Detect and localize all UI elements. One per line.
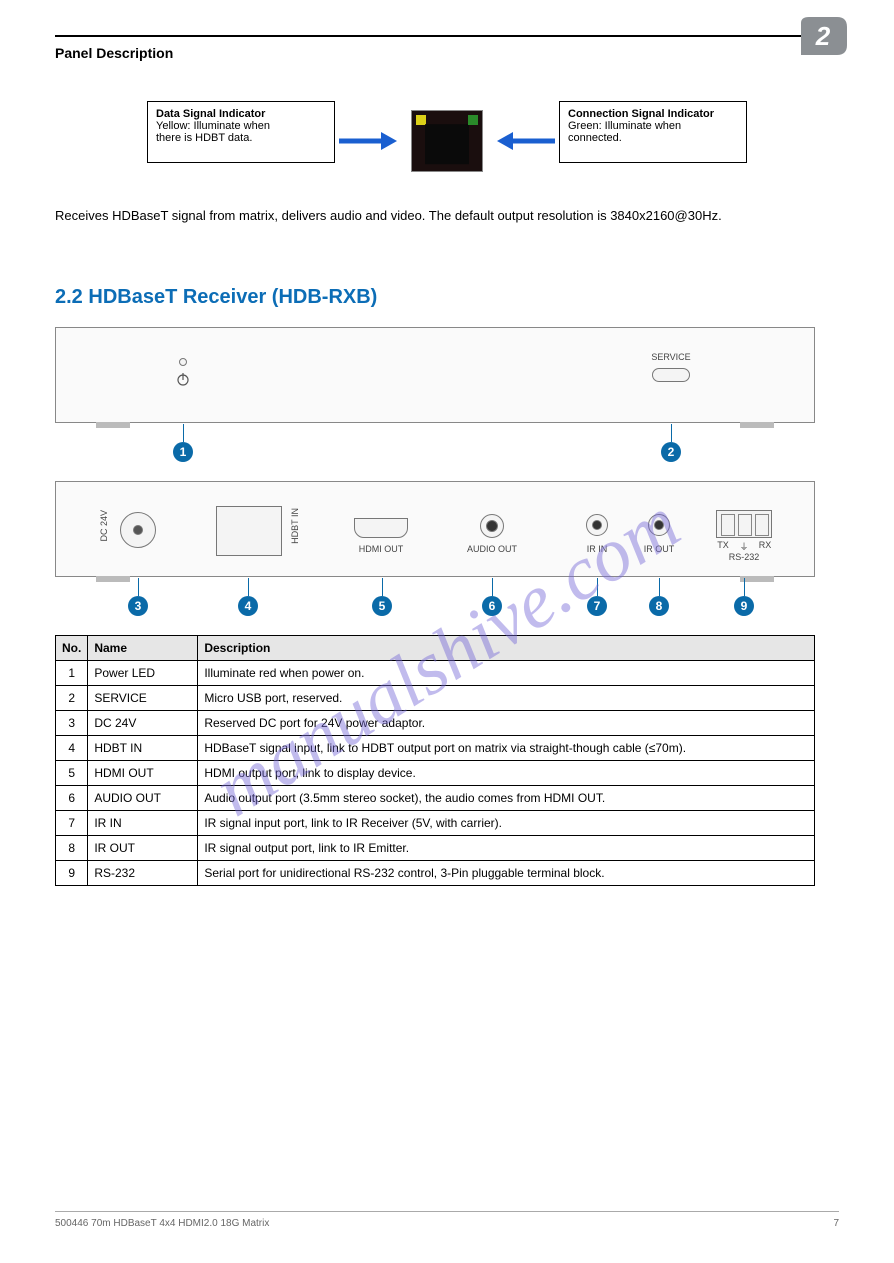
section-heading: 2.2 HDBaseT Receiver (HDB-RXB) xyxy=(55,286,839,309)
description-table: No. Name Description 1Power LEDIlluminat… xyxy=(55,635,815,886)
callout-6: 6 xyxy=(482,578,502,616)
rj45-port-image xyxy=(411,110,483,172)
table-row: 2SERVICEMicro USB port, reserved. xyxy=(56,685,815,710)
callout-1: 1 xyxy=(173,424,193,462)
table-row: 5HDMI OUTHDMI output port, link to displ… xyxy=(56,760,815,785)
rj45-socket xyxy=(425,124,469,164)
receiver-diagram: SERVICE 1 2 DC 24V HDBT IN HDMI OUT AUDI… xyxy=(55,327,815,577)
callout-5: 5 xyxy=(372,578,392,616)
right-led-box: Connection Signal Indicator Green: Illum… xyxy=(559,101,747,163)
chapter-badge: 2 xyxy=(797,15,849,57)
table-row: 8IR OUTIR signal output port, link to IR… xyxy=(56,835,815,860)
service-label: SERVICE xyxy=(636,352,706,362)
callout-2: 2 xyxy=(661,424,681,462)
arrow-right-icon xyxy=(497,128,557,154)
th-desc: Description xyxy=(198,635,815,660)
left-led-line1: Yellow: Illuminate when xyxy=(156,120,326,132)
th-no: No. xyxy=(56,635,88,660)
table-head-row: No. Name Description xyxy=(56,635,815,660)
right-led-line1: Green: Illuminate when xyxy=(568,120,738,132)
rear-panel: DC 24V HDBT IN HDMI OUT AUDIO OUT IR IN … xyxy=(55,481,815,577)
table-row: 7IR INIR signal input port, link to IR R… xyxy=(56,810,815,835)
left-led-box: Data Signal Indicator Yellow: Illuminate… xyxy=(147,101,335,163)
hdbt-paragraph: Receives HDBaseT signal from matrix, del… xyxy=(55,206,839,226)
callout-7: 7 xyxy=(587,578,607,616)
page-number: 7 xyxy=(833,1218,839,1229)
hdbt-port-shape xyxy=(216,506,282,556)
audio-label: AUDIO OUT xyxy=(459,544,525,554)
left-led-line2: there is HDBT data. xyxy=(156,132,326,144)
section-number: 2.2 xyxy=(55,286,83,308)
hdbt-label: HDBT IN xyxy=(290,508,300,544)
table-row: 9RS-232Serial port for unidirectional RS… xyxy=(56,860,815,885)
table-row: 4HDBT INHDBaseT signal input, link to HD… xyxy=(56,735,815,760)
callout-4: 4 xyxy=(238,578,258,616)
irin-label: IR IN xyxy=(575,544,619,554)
power-icon xyxy=(176,372,190,386)
callout-9: 9 xyxy=(734,578,754,616)
chapter-number: 2 xyxy=(815,21,831,51)
header-rule: 2 xyxy=(55,35,839,37)
power-led-shape xyxy=(179,358,187,366)
rs232-tx: TX xyxy=(714,540,732,550)
table-row: 6AUDIO OUTAudio output port (3.5mm stere… xyxy=(56,785,815,810)
table-body: 1Power LEDIlluminate red when power on. … xyxy=(56,660,815,885)
dc-label: DC 24V xyxy=(99,510,109,542)
right-led-line2: connected. xyxy=(568,132,738,144)
callout-8: 8 xyxy=(649,578,669,616)
left-led-title: Data Signal Indicator xyxy=(156,108,326,120)
right-led-title: Connection Signal Indicator xyxy=(568,108,738,120)
callout-3: 3 xyxy=(128,578,148,616)
table-row: 3DC 24VReserved DC port for 24V power ad… xyxy=(56,710,815,735)
page-footer: 500446 70m HDBaseT 4x4 HDMI2.0 18G Matri… xyxy=(55,1211,839,1229)
running-title: Panel Description xyxy=(55,45,839,61)
rs232-rx: RX xyxy=(756,540,774,550)
footer-left: 500446 70m HDBaseT 4x4 HDMI2.0 18G Matri… xyxy=(55,1218,269,1229)
irout-label: IR OUT xyxy=(635,544,683,554)
rj45-figure: Data Signal Indicator Yellow: Illuminate… xyxy=(147,101,747,181)
section-title: HDBaseT Receiver (HDB-RXB) xyxy=(88,286,377,308)
table-row: 1Power LEDIlluminate red when power on. xyxy=(56,660,815,685)
th-name: Name xyxy=(88,635,198,660)
arrow-left-icon xyxy=(337,128,397,154)
hdmi-label: HDMI OUT xyxy=(348,544,414,554)
hdmi-port-shape xyxy=(354,518,408,538)
rs232-label: RS-232 xyxy=(720,552,768,562)
service-port-shape xyxy=(652,368,690,382)
rs232-port-shape xyxy=(716,510,772,538)
front-panel: SERVICE 1 2 xyxy=(55,327,815,423)
